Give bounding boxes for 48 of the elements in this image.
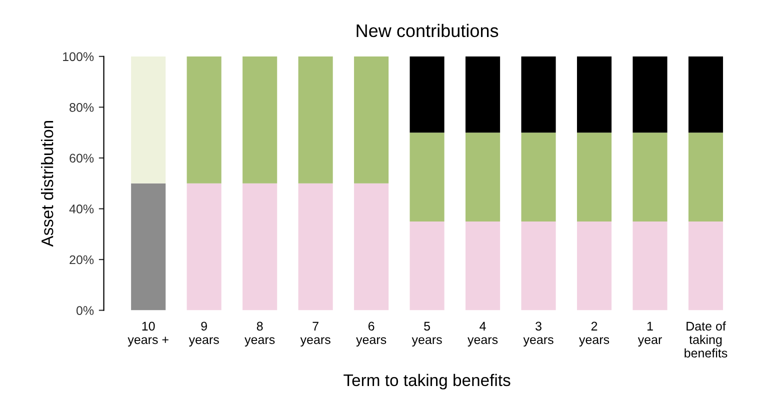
bar — [410, 221, 444, 310]
x-tick-label: 10 years + — [128, 322, 168, 347]
bar — [688, 132, 724, 222]
bar — [131, 56, 166, 184]
x-tick-label: 1 year — [638, 322, 662, 347]
y-tick-label: 0% — [76, 306, 94, 315]
bar — [242, 183, 278, 310]
bar — [466, 132, 500, 222]
bar — [632, 56, 668, 133]
y-tick-label: 20% — [70, 255, 94, 264]
bar — [186, 56, 222, 184]
y-axis-title: Asset distribution — [41, 120, 54, 247]
bar — [688, 56, 724, 133]
x-tick-label: 7 years — [300, 322, 330, 347]
bar — [410, 56, 444, 133]
bar — [410, 132, 444, 222]
y-tick-label: 100% — [63, 52, 94, 62]
x-tick-label: 4 years — [468, 322, 498, 347]
bar — [576, 132, 612, 222]
bar — [521, 221, 556, 310]
bar — [521, 132, 556, 222]
bar — [186, 183, 222, 310]
bar — [576, 56, 612, 133]
y-tick-label: 80% — [70, 103, 94, 112]
chart-title: New contributions — [356, 24, 498, 38]
bar — [131, 183, 166, 310]
bar — [576, 221, 612, 310]
y-tick-label: 40% — [69, 204, 94, 214]
bar — [632, 221, 668, 310]
bar — [466, 221, 500, 310]
x-tick-label: 2 years — [579, 322, 610, 347]
bar — [632, 132, 668, 222]
bar — [298, 183, 333, 310]
x-tick-label: 8 years — [244, 322, 275, 347]
y-tick-label: 60% — [70, 154, 94, 163]
x-tick-label: 5 years — [412, 322, 442, 347]
bar — [521, 56, 556, 133]
bar — [688, 221, 724, 310]
bar — [298, 56, 333, 184]
bar — [354, 183, 389, 310]
x-axis-title: Term to taking benefits — [344, 374, 510, 390]
bar — [354, 56, 389, 184]
x-tick-label: Date of taking benefits — [684, 321, 728, 358]
x-tick-label: 3 years — [523, 322, 554, 347]
x-tick-label: 6 years — [356, 322, 386, 347]
bar — [242, 56, 278, 184]
bar — [466, 56, 500, 133]
x-tick-label: 9 years — [188, 322, 219, 347]
